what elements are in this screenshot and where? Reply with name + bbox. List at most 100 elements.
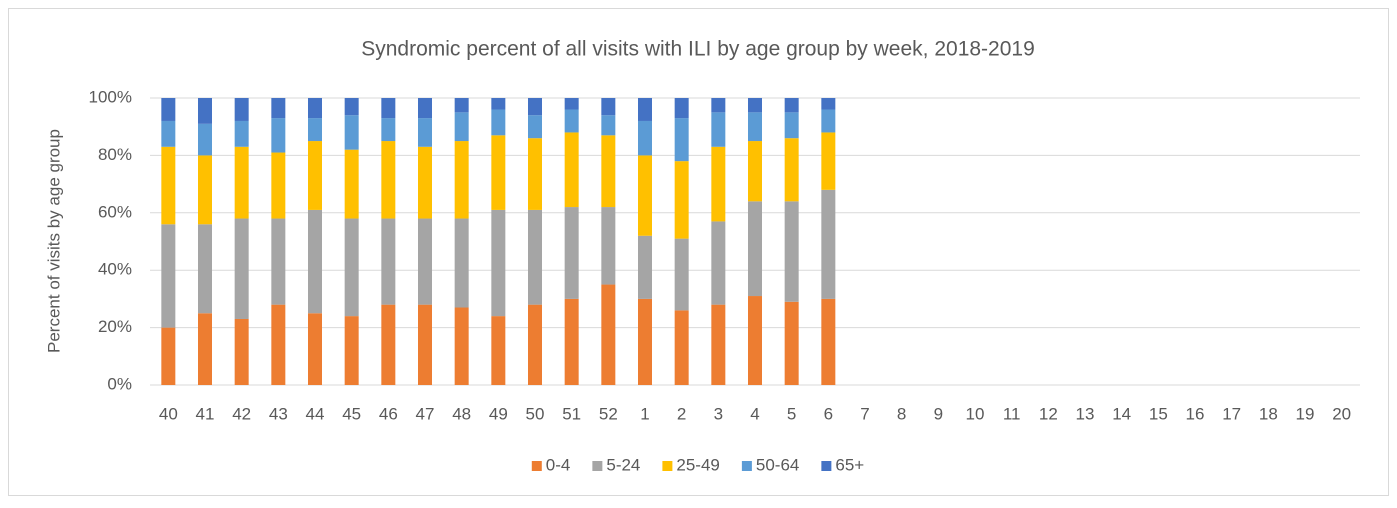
x-tick-label: 15	[1149, 404, 1168, 423]
legend-swatch	[741, 461, 752, 471]
x-tick-label: 49	[489, 404, 508, 423]
bar-segment	[564, 109, 579, 133]
bar-segment	[344, 218, 359, 317]
x-tick-label: 47	[416, 404, 435, 423]
bar-segment	[821, 189, 836, 299]
bar-segment	[748, 112, 762, 142]
bar-segment	[381, 98, 396, 119]
x-tick-label: 51	[562, 404, 581, 423]
bar-segment	[638, 298, 652, 385]
chart-frame	[8, 8, 1389, 496]
bar-segment	[711, 98, 726, 113]
bar-segment	[234, 146, 249, 219]
x-tick-label: 8	[897, 404, 906, 423]
legend-swatch	[531, 461, 542, 471]
bar-segment	[381, 141, 396, 219]
bar-segment	[418, 218, 432, 305]
y-tick-label: 20%	[98, 317, 132, 336]
bar-segment	[601, 135, 616, 208]
x-tick-label: 5	[787, 404, 796, 423]
bar-segment	[784, 201, 799, 302]
x-tick-label: 20	[1332, 404, 1351, 423]
bar-segment	[344, 316, 359, 385]
bar-segment	[711, 304, 726, 385]
bar-segment	[711, 221, 726, 305]
bar-segment	[271, 152, 286, 219]
bar-segment	[821, 298, 836, 385]
bar-segment	[784, 301, 799, 385]
bar-segment	[564, 132, 579, 208]
bar-segment	[674, 98, 689, 119]
bar-segment	[198, 98, 212, 124]
legend-label: 25-49	[676, 455, 719, 474]
bar-segment	[161, 120, 176, 147]
bar-segment	[748, 296, 762, 385]
bar-segment	[198, 224, 212, 314]
bar-segment	[454, 98, 469, 113]
bar-segment	[784, 138, 799, 202]
x-tick-label: 52	[599, 404, 618, 423]
y-axis-title: Percent of visits by age group	[44, 129, 63, 353]
bar-segment	[491, 109, 506, 136]
bar-segment	[454, 218, 469, 308]
bar-segment	[674, 238, 689, 311]
bar-segment	[711, 146, 726, 222]
bar-segment	[271, 218, 286, 305]
bar-segment	[821, 109, 836, 133]
bar-segment	[234, 218, 249, 319]
x-tick-label: 44	[306, 404, 325, 423]
y-tick-label: 40%	[98, 260, 132, 279]
x-tick-label: 3	[714, 404, 723, 423]
x-tick-label: 2	[677, 404, 686, 423]
x-tick-label: 14	[1112, 404, 1131, 423]
bar-segment	[638, 155, 652, 236]
bar-segment	[198, 313, 212, 385]
bar-segment	[454, 307, 469, 385]
bar-segment	[674, 118, 689, 162]
bar-segment	[381, 118, 396, 142]
chart-title: Syndromic percent of all visits with ILI…	[361, 38, 1035, 61]
bar-segment	[601, 207, 616, 285]
legend-label: 65+	[835, 455, 864, 474]
legend-label: 0-4	[546, 455, 571, 474]
bar-segment	[381, 304, 396, 385]
bar-segment	[491, 316, 506, 385]
x-tick-label: 17	[1222, 404, 1241, 423]
y-tick-label: 80%	[98, 145, 132, 164]
bar-segment	[161, 224, 176, 328]
x-tick-label: 11	[1003, 404, 1021, 423]
x-tick-label: 40	[159, 404, 178, 423]
bar-segment	[491, 209, 506, 317]
bar-segment	[564, 298, 579, 385]
y-tick-label: 0%	[107, 374, 132, 393]
bar-segment	[308, 313, 322, 385]
x-tick-label: 10	[966, 404, 985, 423]
bar-segment	[748, 201, 762, 297]
x-tick-label: 18	[1259, 404, 1278, 423]
legend-swatch	[592, 461, 603, 471]
bar-segment	[564, 98, 579, 110]
bar-segment	[784, 98, 799, 113]
bar-segment	[674, 161, 689, 239]
x-tick-label: 16	[1186, 404, 1205, 423]
bar-segment	[381, 218, 396, 305]
bar-segment	[601, 115, 616, 136]
x-tick-label: 7	[860, 404, 869, 423]
legend-label: 50-64	[756, 455, 799, 474]
bar-segment	[491, 98, 506, 110]
bar-segment	[454, 112, 469, 142]
y-tick-label: 100%	[89, 87, 132, 106]
bar-segment	[271, 304, 286, 385]
bar-segment	[344, 115, 359, 150]
bar-segment	[674, 310, 689, 385]
bar-segment	[271, 118, 286, 153]
bar-segment	[638, 235, 652, 299]
x-tick-label: 45	[342, 404, 361, 423]
bar-segment	[198, 155, 212, 225]
x-tick-label: 46	[379, 404, 398, 423]
bar-segment	[344, 149, 359, 219]
bar-segment	[308, 209, 322, 314]
x-tick-label: 19	[1296, 404, 1315, 423]
bar-segment	[821, 132, 836, 190]
